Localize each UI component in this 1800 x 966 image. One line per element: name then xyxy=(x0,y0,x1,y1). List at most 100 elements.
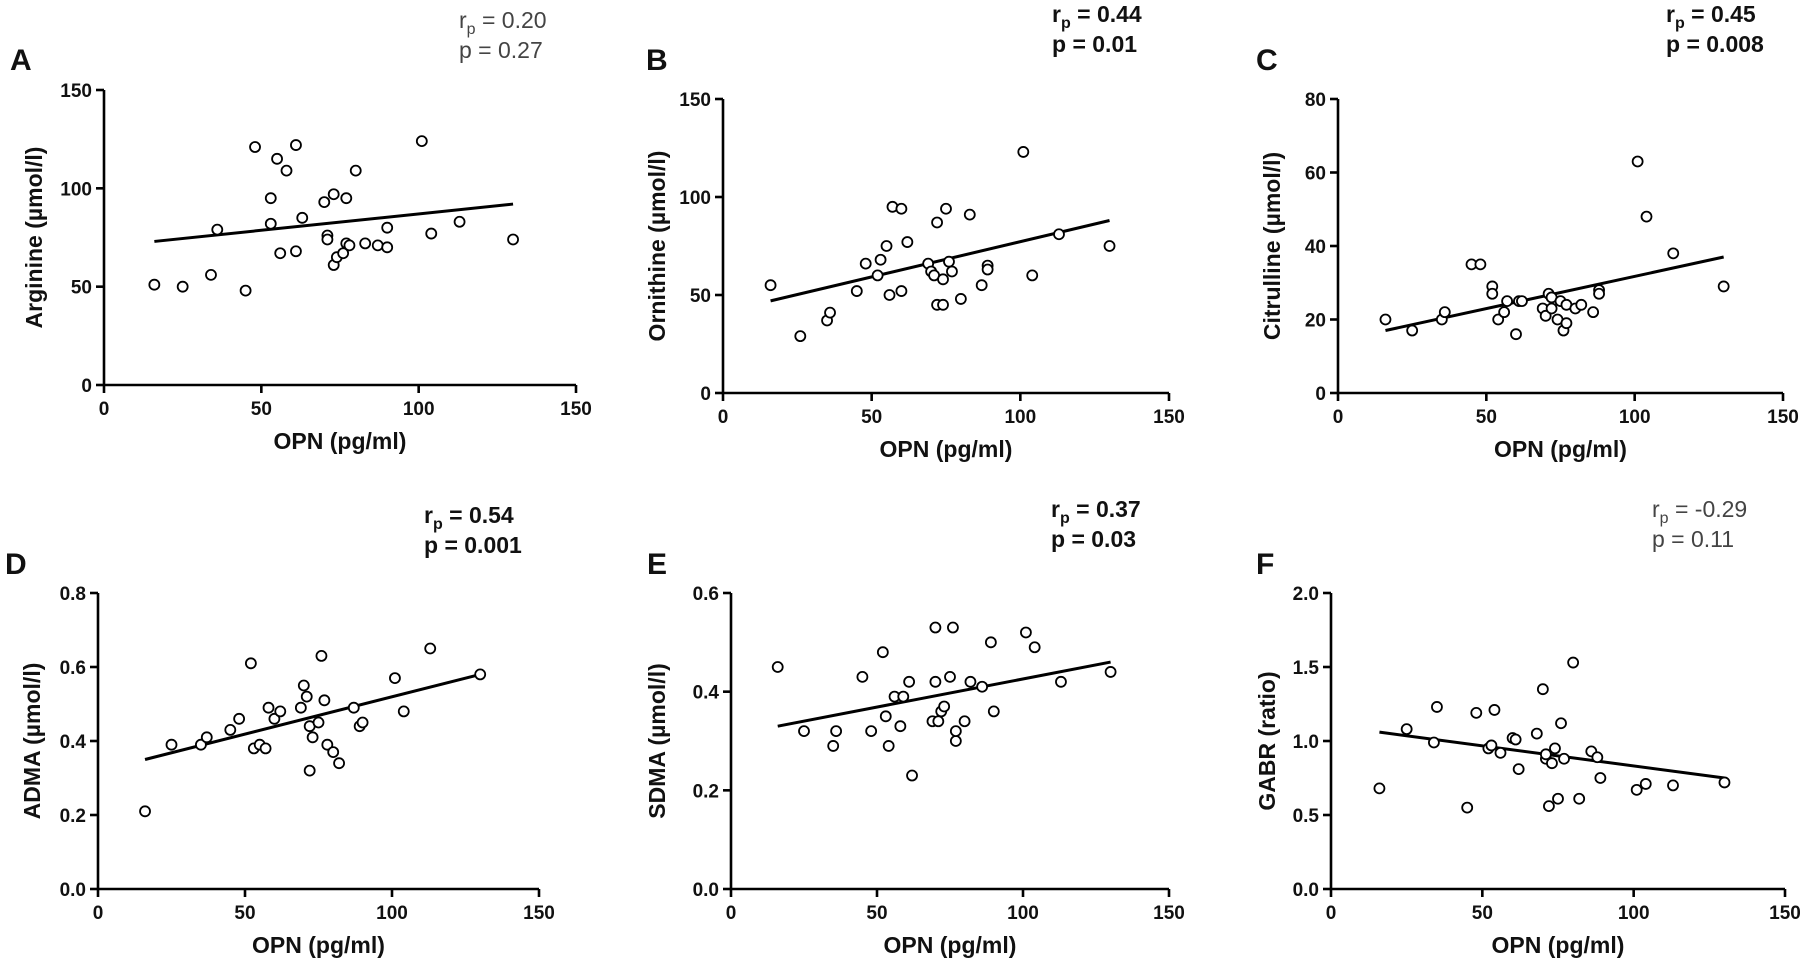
data-point xyxy=(1512,763,1525,776)
data-point xyxy=(798,725,810,738)
data-point xyxy=(415,135,428,148)
data-point xyxy=(271,152,283,165)
x-tick-label: 50 xyxy=(251,399,272,420)
data-point xyxy=(1552,792,1564,805)
data-point xyxy=(1546,757,1558,770)
regression-line xyxy=(154,202,514,243)
data-point xyxy=(943,255,955,268)
y-axis-title: Ornithine (µmol/l) xyxy=(644,151,670,342)
y-tick-label: 0.8 xyxy=(60,584,86,605)
r-subscript: p xyxy=(467,21,476,38)
y-tick-label: 50 xyxy=(690,286,711,307)
data-point xyxy=(764,279,777,292)
data-point xyxy=(771,661,784,673)
data-point xyxy=(1630,783,1643,796)
r-subscript: p xyxy=(1675,15,1685,32)
data-point xyxy=(1575,298,1588,311)
x-tick-label: 50 xyxy=(866,903,887,924)
x-axis-title: OPN (pg/ml) xyxy=(880,436,1013,462)
x-tick-label: 100 xyxy=(403,399,435,420)
r-subscript: p xyxy=(1660,510,1669,527)
data-point xyxy=(929,621,942,634)
data-point xyxy=(249,141,261,153)
data-point xyxy=(474,668,487,681)
data-point xyxy=(827,740,840,752)
data-point xyxy=(1428,736,1440,749)
data-point xyxy=(1509,733,1522,746)
regression-line xyxy=(777,660,1111,728)
data-point xyxy=(1486,287,1499,300)
data-point xyxy=(1639,778,1652,790)
data-point xyxy=(1055,675,1067,688)
data-point xyxy=(984,636,997,649)
data-point xyxy=(300,690,313,703)
y-tick-label: 100 xyxy=(60,179,92,200)
data-point xyxy=(1539,309,1552,322)
data-point xyxy=(856,670,869,683)
y-tick-label: 50 xyxy=(71,278,92,299)
panel-f: F 0 50 100 150 0.0 0.5 1.0 1.5 2.0 OPN (pg/ml) GABR… xyxy=(1254,496,1800,958)
y-tick-label: 0.4 xyxy=(693,683,720,704)
y-axis-title: GABR (ratio) xyxy=(1254,671,1280,810)
data-point xyxy=(290,139,302,151)
r-symbol: r xyxy=(459,7,467,33)
data-point xyxy=(176,280,189,293)
data-point xyxy=(327,746,340,758)
y-tick-label: 20 xyxy=(1305,311,1326,332)
r-symbol: r xyxy=(1051,496,1060,522)
y-tick-label: 1.5 xyxy=(1293,658,1320,679)
data-point xyxy=(946,265,958,278)
y-axis-title: Arginine (µmol/l) xyxy=(21,147,47,329)
y-tick-label: 1.0 xyxy=(1293,732,1319,753)
data-point xyxy=(425,227,438,240)
x-tick-label: 150 xyxy=(1153,407,1185,428)
r-symbol: r xyxy=(1666,1,1675,27)
data-point xyxy=(356,716,369,729)
data-point xyxy=(1567,656,1580,669)
data-point xyxy=(1494,746,1507,759)
data-point xyxy=(1461,801,1474,814)
y-tick-label: 0.2 xyxy=(693,781,719,802)
data-point xyxy=(340,192,353,205)
p-value: p = 0.03 xyxy=(1051,526,1136,552)
data-point xyxy=(871,269,884,282)
y-tick-label: 2.0 xyxy=(1293,584,1319,605)
data-point xyxy=(1431,701,1443,713)
r-symbol: r xyxy=(1052,1,1061,27)
data-point xyxy=(1020,626,1032,639)
data-point xyxy=(1640,210,1653,223)
data-point xyxy=(937,298,949,311)
data-point xyxy=(1510,328,1522,341)
data-point xyxy=(850,285,863,297)
data-point xyxy=(1026,269,1039,282)
y-tick-label: 0.0 xyxy=(60,880,86,901)
panel-b: B 0 50 100 150 0 50 100 150 OPN (pg/ml) Ornithine … xyxy=(644,1,1185,462)
data-point xyxy=(932,715,945,728)
p-value: p = 0.27 xyxy=(459,37,543,63)
data-point xyxy=(964,675,977,688)
panel-e: E 0 50 100 150 0.0 0.2 0.4 0.6 OPN (pg/ml) SDMA (µ… xyxy=(644,496,1185,958)
data-point xyxy=(296,211,309,224)
data-point xyxy=(211,223,224,236)
r-subscript: p xyxy=(1060,510,1070,527)
x-tick-label: 50 xyxy=(1472,903,1493,924)
correlation-coefficient: rp = -0.29 xyxy=(1652,496,1747,527)
r-value: = 0.37 xyxy=(1070,496,1141,522)
data-point xyxy=(954,293,967,305)
data-point xyxy=(1718,776,1731,789)
y-tick-label: 0 xyxy=(81,376,92,397)
data-point xyxy=(882,740,895,752)
data-point xyxy=(347,701,360,714)
data-point xyxy=(259,742,272,755)
r-value: = 0.20 xyxy=(476,7,547,33)
data-point xyxy=(359,237,372,250)
y-tick-label: 0.0 xyxy=(1293,880,1319,901)
data-point xyxy=(1631,155,1644,168)
data-point xyxy=(944,670,956,683)
data-point xyxy=(1573,792,1586,805)
data-point xyxy=(294,701,307,714)
r-symbol: r xyxy=(424,502,433,528)
x-axis-title: OPN (pg/ml) xyxy=(1494,436,1627,462)
data-point xyxy=(268,712,281,725)
data-point xyxy=(949,735,962,747)
